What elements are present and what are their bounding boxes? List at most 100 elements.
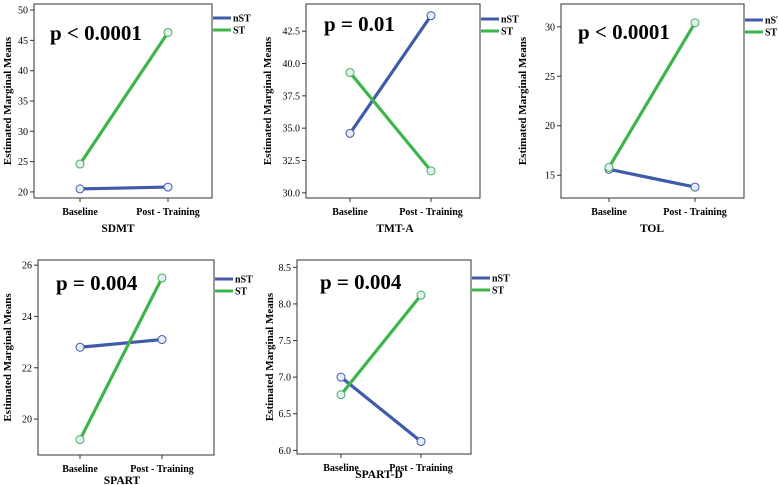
y-tick-label: 40.0 [283,59,301,70]
legend-label-nst: nST [235,275,253,286]
y-tick-label: 30.0 [283,188,301,199]
x-tick-label: Post - Training [663,207,727,218]
chart-panel-sdmt: 20 25 30 35 40 45 50 Baseline Post - Training Est… [2,3,251,235]
plot-frame [37,259,215,456]
y-tick-label: 26 [22,261,32,272]
legend-label-st: ST [233,26,246,37]
x-tick-label: Baseline [591,207,627,218]
y-axis-label: Estimated Marginal Means [264,292,276,421]
data-point-nst [157,335,167,345]
legend-label-st: ST [765,28,778,39]
y-tick-label: 45 [18,36,28,47]
y-tick-label: 20 [18,187,28,198]
y-tick-label: 20 [22,415,32,426]
data-point-nst [690,182,700,192]
data-point-st [163,27,173,37]
p-value-annotation: p < 0.0001 [50,21,142,45]
series-line-nst [607,167,697,189]
series-line-st [348,70,433,173]
plot-frame [296,259,472,455]
y-tick-label: 32.5 [283,156,301,167]
legend-label-st: ST [492,286,505,297]
x-tick-label: Baseline [62,207,98,218]
x-axis-label: SPART [104,475,141,485]
y-axis-label: Estimated Marginal Means [517,36,529,165]
data-point-nst [163,182,173,192]
p-value-annotation: p = 0.004 [56,271,138,295]
y-tick-label: 22 [22,363,32,374]
series-line-nst [348,14,433,135]
chart-panel-tol: 15 20 25 30 Baseline Post - Training Estimated… [517,3,778,235]
series-line-nst [339,375,423,444]
legend-label-nst: nST [492,274,510,285]
series-line-nst [78,185,170,191]
data-point-st [157,273,167,283]
legend-label-st: ST [501,27,514,38]
series-line-nst [78,337,164,349]
y-tick-label: 6.0 [279,446,292,457]
y-tick-label: 30 [18,127,28,138]
x-tick-label: Post - Training [136,207,200,218]
plot-frame [305,3,481,199]
x-tick-label: Baseline [323,463,359,474]
y-axis-label: Estimated Marginal Means [2,36,14,165]
y-tick-label: 35 [18,97,28,108]
data-point-nst [416,437,426,447]
x-axis-label: SPART-D [355,469,403,481]
data-point-st [336,390,346,400]
y-tick-label: 8.5 [279,263,292,274]
x-tick-label: Post - Training [389,463,453,474]
chart-panel-spart: 20 22 24 26 Baseline Post - Training Estimated… [2,259,253,485]
y-tick-label: 15 [545,171,555,182]
legend-label-nst: nST [765,16,778,27]
y-tick-label: 40 [18,66,28,77]
x-axis-label: SDMT [101,223,135,235]
y-tick-label: 20 [545,121,555,132]
y-axis-label: Estimated Marginal Means [2,293,14,422]
y-tick-label: 6.5 [279,409,292,420]
series-line-st [78,276,164,442]
p-value-annotation: p < 0.0001 [578,20,670,44]
p-value-annotation: p = 0.004 [320,270,402,294]
series-line-st [607,21,697,169]
y-tick-label: 30 [545,22,555,33]
y-axis-label: Estimated Marginal Means [262,36,274,165]
data-point-nst [336,372,346,382]
x-axis-label: TMT-A [376,223,414,235]
x-tick-label: Post - Training [130,464,194,475]
x-axis-label: TOL [640,223,664,235]
data-point-st [426,166,436,176]
chart-panel-tmt-a: 30.0 32.5 35.0 37.5 40.0 42.5 Baseline Post - T… [262,3,519,235]
data-point-st [75,159,85,169]
legend-label-nst: nST [233,14,251,25]
y-tick-label: 37.5 [283,91,301,102]
data-point-st [690,18,700,28]
series-line-st [339,293,423,397]
data-point-nst [345,128,355,138]
x-tick-label: Baseline [62,464,98,475]
data-point-st [75,435,85,445]
y-tick-label: 8.0 [279,299,292,310]
data-point-st [345,68,355,78]
data-point-nst [75,184,85,194]
data-point-nst [75,342,85,352]
y-tick-label: 24 [22,312,32,323]
y-tick-label: 25 [545,72,555,83]
x-tick-label: Post - Training [399,207,463,218]
y-tick-label: 7.5 [279,336,292,347]
y-tick-label: 35.0 [283,124,301,135]
plot-frame [560,3,745,199]
y-tick-label: 50 [18,6,28,17]
data-point-st [416,290,426,300]
y-tick-label: 42.5 [283,27,301,38]
data-point-nst [426,11,436,21]
data-point-st [604,162,614,172]
y-tick-label: 25 [18,157,28,168]
legend-label-st: ST [235,287,248,298]
legend-label-nst: nST [501,15,519,26]
